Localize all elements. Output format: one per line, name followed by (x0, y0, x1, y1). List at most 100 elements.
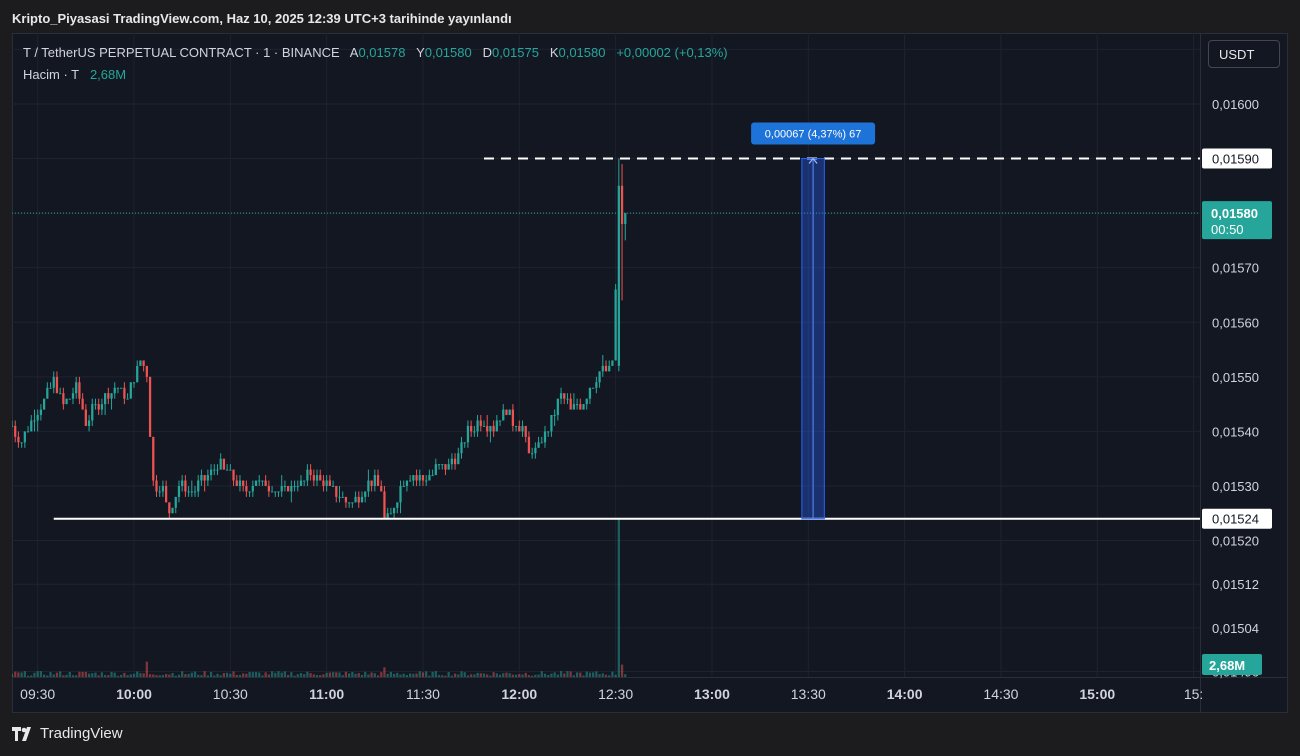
candle-body (280, 485, 283, 492)
volume-bar (453, 673, 457, 677)
candle-body (598, 371, 601, 383)
candle-body (550, 415, 553, 432)
volume-bar (479, 673, 482, 677)
candle-body (360, 496, 364, 503)
volume-bar (386, 673, 389, 677)
volume-bar (242, 673, 245, 677)
candle-body (206, 475, 209, 481)
candle-body (486, 425, 489, 432)
candle-body (71, 393, 75, 399)
candle-body (428, 475, 431, 481)
symbol-title[interactable]: T / TetherUS PERPETUAL CONTRACT · 1 · BI… (23, 45, 340, 60)
candle-body (229, 469, 232, 471)
volume-bar (36, 671, 39, 677)
volume-bar (370, 672, 373, 677)
volume-bar (120, 674, 123, 677)
candle-body (248, 491, 251, 493)
current-price-badge (1202, 201, 1272, 240)
candle-body (331, 485, 335, 487)
candle-body (136, 365, 139, 383)
candle-body (418, 475, 421, 481)
volume-bar (226, 672, 229, 677)
candle-body (219, 458, 222, 470)
volume-bar (364, 671, 367, 677)
candle-body (402, 485, 405, 487)
price-chart[interactable]: 0,00067 (4,37%) 670,016100,016000,015900… (12, 33, 1288, 713)
candle-body (335, 485, 338, 497)
symbol-legend: T / TetherUS PERPETUAL CONTRACT · 1 · BI… (23, 45, 728, 60)
candle-body (164, 485, 168, 503)
volume-bar (306, 671, 309, 677)
candle-body (409, 480, 412, 482)
volume-bar (434, 671, 437, 677)
volume-bar (531, 675, 534, 677)
candle-body (152, 436, 155, 481)
volume-bar (563, 673, 566, 677)
volume-badge (1202, 654, 1262, 675)
volume-bar (425, 671, 428, 677)
volume-bar (437, 674, 441, 677)
candle-body (357, 496, 360, 503)
volume-bar (540, 671, 543, 677)
volume-bar (261, 675, 264, 677)
level-price-label: 0,01590 (1212, 152, 1259, 167)
candle-body (579, 404, 582, 410)
candle-body (447, 464, 450, 470)
candle-body (290, 485, 293, 492)
candle-body (450, 458, 454, 465)
volume-bar (23, 671, 26, 677)
volume-bar (200, 675, 203, 677)
candle-body (322, 480, 325, 486)
volume-bar (556, 674, 559, 677)
candle-body (566, 398, 569, 400)
currency-button[interactable]: USDT (1208, 40, 1280, 68)
volume-bar (55, 672, 59, 677)
measure-arrow-head-icon (808, 157, 818, 164)
volume-bar (405, 674, 409, 677)
volume-bar (534, 674, 537, 677)
volume-label[interactable]: Hacim · T (23, 67, 80, 82)
volume-bar (518, 674, 521, 677)
open-label: A (349, 45, 359, 60)
volume-bar (611, 671, 614, 677)
candle-body (132, 382, 136, 384)
candle-body (78, 382, 81, 399)
volume-value: 2,68M (89, 67, 127, 82)
volume-bar (537, 674, 540, 677)
candle-body (344, 496, 348, 503)
candle-body (373, 475, 376, 486)
chart-frame (12, 33, 1288, 713)
candle-body (139, 360, 142, 366)
candle-body (389, 513, 392, 515)
candle-body (283, 485, 287, 487)
candle-body (524, 425, 527, 437)
volume-bar (229, 673, 232, 677)
candle-body (238, 480, 242, 486)
candle-body (97, 404, 100, 410)
volume-bar (595, 671, 598, 677)
volume-bar (59, 671, 62, 677)
y-axis-tick-label: 0,01550 (1212, 370, 1259, 385)
volume-bar (466, 675, 470, 677)
volume-bar (280, 672, 283, 677)
candle-body (12, 425, 14, 427)
candle-body (608, 365, 611, 372)
change-value: +0,00002 (+0,13%) (616, 45, 728, 60)
candle-body (479, 420, 482, 426)
candle-body (585, 398, 588, 405)
volume-bar (620, 664, 624, 677)
candle-body (482, 425, 486, 427)
candle-body (527, 436, 531, 454)
candle-body (242, 480, 245, 486)
candle-body (116, 387, 120, 389)
candle-body (412, 475, 415, 481)
volume-bar (287, 674, 290, 677)
volume-bar (113, 672, 116, 677)
volume-bar (383, 667, 386, 677)
close-label: K (549, 45, 559, 60)
volume-bar (344, 671, 348, 677)
volume-bar (592, 672, 595, 677)
volume-bar (97, 675, 100, 677)
tradingview-logo[interactable]: TradingView (12, 725, 123, 742)
volume-bar (174, 675, 177, 677)
